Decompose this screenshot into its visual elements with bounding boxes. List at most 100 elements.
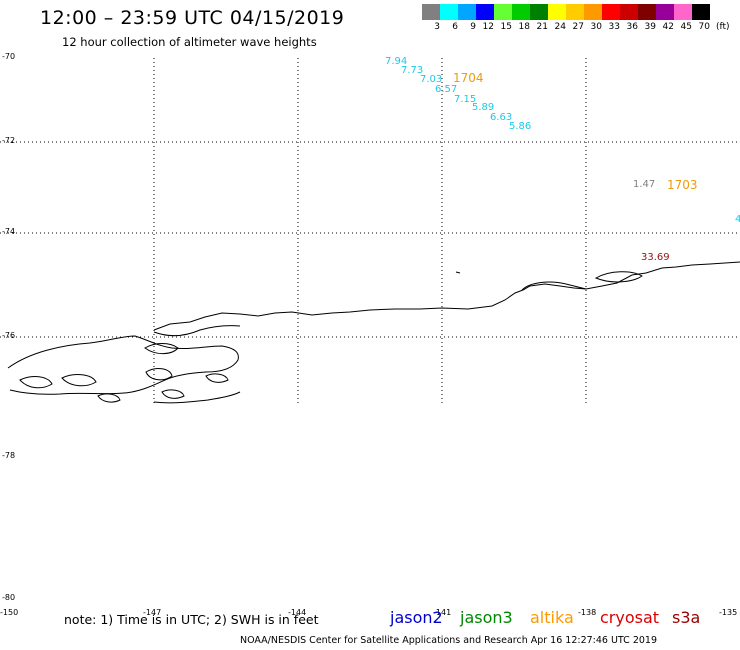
- scale-label: 33: [608, 22, 620, 32]
- coast-segment: [521, 281, 587, 291]
- latitude-label: -78: [2, 451, 16, 460]
- wave-height-value: 6.57: [435, 84, 458, 95]
- scale-bin: 3: [422, 4, 440, 32]
- scale-bin: 15: [494, 4, 512, 32]
- scale-bin: 36: [620, 4, 638, 32]
- island-outline: [161, 389, 185, 399]
- pass-time-label: 1704: [453, 71, 484, 85]
- scale-swatch: [638, 4, 656, 20]
- satellite-legend-s3a: s3a: [672, 608, 701, 627]
- longitude-label: -141: [433, 608, 452, 617]
- wave-height-value: 7.73: [401, 65, 424, 76]
- longitude-label: -150: [0, 608, 19, 617]
- scale-label: 27: [572, 22, 584, 32]
- scale-label: 45: [680, 22, 692, 32]
- scale-label: 70: [698, 22, 710, 32]
- islet: [455, 271, 461, 274]
- scale-bin: 21: [530, 4, 548, 32]
- scale-label: 6: [452, 22, 458, 32]
- scale-bin: 30: [584, 4, 602, 32]
- wave-height-value: 1.47: [633, 179, 656, 190]
- wave-height-value: 33.69: [641, 252, 670, 263]
- scale-swatch: [422, 4, 440, 20]
- latitude-label: -70: [2, 52, 16, 61]
- scale-bin: 6: [440, 4, 458, 32]
- scale-bin: 9: [458, 4, 476, 32]
- scale-label: 24: [554, 22, 566, 32]
- scale-label: 21: [536, 22, 548, 32]
- pass-time-label: 1703: [667, 178, 698, 192]
- longitude-label: -144: [288, 608, 307, 617]
- scale-bin: 42: [656, 4, 674, 32]
- scale-label: 36: [626, 22, 638, 32]
- longitude-label: -138: [578, 608, 597, 617]
- satellite-legend-cryosat: cryosat: [600, 608, 660, 627]
- ice-shelf-tongue: [594, 271, 643, 283]
- scale-swatch: [566, 4, 584, 20]
- island-outline: [144, 343, 179, 355]
- wave-height-value: 7.94: [385, 56, 408, 67]
- ice-shelf-edge: [153, 261, 740, 331]
- wave-height-value: 7.03: [420, 74, 443, 85]
- scale-label: 9: [470, 22, 476, 32]
- latitude-label: -76: [2, 331, 16, 340]
- scale-swatch: [530, 4, 548, 20]
- latitude-label: -74: [2, 227, 16, 236]
- longitude-label: -135: [719, 608, 738, 617]
- scale-label: 30: [590, 22, 602, 32]
- scale-label: 18: [518, 22, 530, 32]
- graticule: [0, 58, 740, 406]
- scale-bin: 12: [476, 4, 494, 32]
- scale-swatch: [602, 4, 620, 20]
- scale-bin: 70: [692, 4, 710, 32]
- scale-unit-label: (ft): [716, 22, 730, 32]
- island-outline: [145, 368, 173, 381]
- scale-bin: 45: [674, 4, 692, 32]
- scale-swatch: [548, 4, 566, 20]
- scale-swatch: [458, 4, 476, 20]
- scale-bin: 39: [638, 4, 656, 32]
- scale-label: 3: [434, 22, 440, 32]
- map-subtitle: 12 hour collection of altimeter wave hei…: [62, 35, 317, 49]
- wave-height-value: 6.63: [490, 112, 513, 123]
- scale-swatch: [692, 4, 710, 20]
- scale-bin: 24: [548, 4, 566, 32]
- satellite-legend-jason2: jason2: [390, 608, 443, 627]
- scale-bin: 33: [602, 4, 620, 32]
- scale-swatch: [584, 4, 602, 20]
- scale-swatch: [620, 4, 638, 20]
- island-outline: [205, 373, 229, 383]
- wave-height-value: 4: [735, 214, 740, 225]
- latitude-label: -80: [2, 593, 16, 602]
- satellite-legend-jason3: jason3: [460, 608, 513, 627]
- scale-label: 42: [662, 22, 674, 32]
- wave-height-value: 7.15: [454, 94, 477, 105]
- wave-height-color-scale: 3 6 9 12 15 18 21 24 27 30 33 36 39 42 4…: [422, 4, 710, 32]
- coastline: [7, 261, 740, 404]
- map-title: 12:00 – 23:59 UTC 04/15/2019: [40, 7, 345, 29]
- scale-swatch: [656, 4, 674, 20]
- coast-segment: [7, 335, 239, 395]
- satellite-legend-altika: altika: [530, 608, 574, 627]
- latitude-label: -72: [2, 136, 16, 145]
- wave-height-value: 5.89: [472, 102, 495, 113]
- scale-swatch: [440, 4, 458, 20]
- island-outline: [19, 376, 53, 389]
- scale-swatch: [674, 4, 692, 20]
- coast-segment: [153, 391, 241, 404]
- credit-line: NOAA/NESDIS Center for Satellite Applica…: [240, 635, 658, 646]
- scale-swatch: [494, 4, 512, 20]
- longitude-label: -147: [143, 608, 162, 617]
- scale-label: 12: [482, 22, 494, 32]
- scale-bin: 27: [566, 4, 584, 32]
- scale-swatch: [476, 4, 494, 20]
- wave-height-value: 5.86: [509, 121, 532, 132]
- scale-bin: 18: [512, 4, 530, 32]
- island-outline: [97, 393, 121, 403]
- scale-label: 15: [500, 22, 512, 32]
- coast-segment: [153, 325, 241, 337]
- island-outline: [61, 374, 97, 387]
- scale-label: 39: [644, 22, 656, 32]
- scale-swatch: [512, 4, 530, 20]
